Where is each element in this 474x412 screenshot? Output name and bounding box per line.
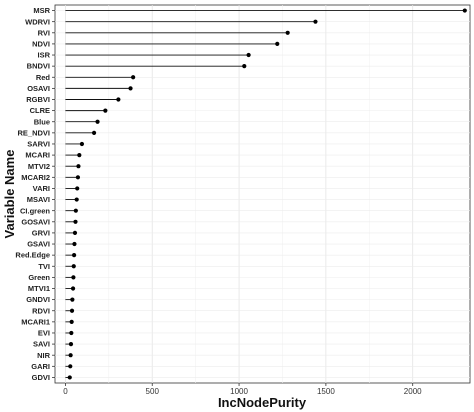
y-tick-label: GSAVI xyxy=(27,240,50,249)
y-tick-label: RDVI xyxy=(32,306,50,315)
lollipop-point xyxy=(242,64,247,69)
y-tick-label: OSAVI xyxy=(27,84,50,93)
y-tick-label: EVI xyxy=(38,329,50,338)
y-tick-label: CI.green xyxy=(20,206,50,215)
lollipop-point xyxy=(68,341,74,347)
y-tick-label: GRVI xyxy=(32,229,50,238)
y-tick-label: VARI xyxy=(33,184,50,193)
y-tick-label: Red.Edge xyxy=(15,251,50,260)
y-tick-label: SAVI xyxy=(33,340,50,349)
y-tick-label: TVI xyxy=(38,262,50,271)
lollipop-point xyxy=(69,330,74,336)
y-tick-label: MSR xyxy=(33,6,50,15)
lollipop-point xyxy=(74,197,79,202)
y-tick-label: MTVI2 xyxy=(28,162,50,171)
y-tick-label: MCARI2 xyxy=(21,173,50,182)
y-tick-label: NDVI xyxy=(32,40,50,49)
lollipop-point xyxy=(72,241,77,247)
lollipop-point xyxy=(75,186,80,191)
lollipop-point xyxy=(246,52,251,58)
y-tick-label: GDVI xyxy=(32,373,50,382)
y-tick-label: NIR xyxy=(37,351,51,360)
x-tick-labels: 0 500 1000 1500 2000 xyxy=(63,383,422,396)
lollipop-point xyxy=(116,97,121,102)
y-tick-label: Blue xyxy=(34,117,50,126)
y-tick-label: ISR xyxy=(37,51,50,60)
x-tick-label: 500 xyxy=(146,387,160,396)
lollipop-point xyxy=(69,319,74,324)
y-tick-label: CLRE xyxy=(30,106,50,115)
y-tick-label: RGBVI xyxy=(26,95,50,104)
x-axis-title: IncNodePurity xyxy=(218,395,307,410)
lollipop-point xyxy=(128,86,133,91)
lollipop-point xyxy=(313,19,318,24)
lollipop-point xyxy=(71,264,76,269)
lollipop-point xyxy=(67,375,72,380)
y-tick-label: Red xyxy=(36,73,51,82)
lollipop-point xyxy=(462,8,467,13)
y-tick-label: WDRVI xyxy=(25,17,50,26)
y-tick-label: Green xyxy=(28,273,50,282)
lollipop-point xyxy=(75,175,81,180)
y-tick-label: MSAVI xyxy=(27,195,50,204)
lollipop-point xyxy=(91,130,97,135)
lollipop-point xyxy=(72,230,78,236)
lollipop-point xyxy=(79,141,85,147)
y-axis-title: Variable Name xyxy=(2,150,17,239)
y-tick-label: MCARI xyxy=(25,151,50,160)
lollipop-point xyxy=(70,297,75,302)
y-tick-label: MCARI1 xyxy=(21,317,50,326)
x-tick-label: 0 xyxy=(63,387,68,396)
lollipop-point xyxy=(76,164,81,169)
lollipop-point xyxy=(71,275,76,280)
lollipop-point xyxy=(68,353,73,358)
lollipop-point xyxy=(70,286,76,291)
lollipop-point xyxy=(68,364,73,369)
lollipop-point xyxy=(77,152,82,158)
y-tick-label: MTVI1 xyxy=(28,284,50,293)
y-tick-label: RVI xyxy=(38,28,50,37)
lollipop-point xyxy=(72,253,77,258)
lollipop-point xyxy=(131,75,136,80)
lollipop-point xyxy=(103,108,108,113)
lollipop-point xyxy=(73,208,78,213)
y-tick-labels: MSR WDRVI RVI NDVI ISR BNDVI Red OSAVI RGBVI CLRE… xyxy=(15,6,55,382)
y-tick-label: BNDVI xyxy=(27,62,50,71)
plot-panel xyxy=(54,4,471,384)
lollipop-point xyxy=(69,308,75,313)
y-tick-label: GARI xyxy=(31,362,50,371)
lollipop-point xyxy=(73,219,78,224)
y-tick-label: GOSAVI xyxy=(21,217,50,226)
y-tick-label: GNDVI xyxy=(26,295,50,304)
lollipop-point xyxy=(275,41,280,47)
x-tick-label: 1000 xyxy=(230,387,248,396)
y-tick-label: SARVI xyxy=(27,140,50,149)
lollipop-point xyxy=(285,30,290,35)
x-tick-label: 1500 xyxy=(317,387,335,396)
lollipop-point xyxy=(95,119,100,124)
y-tick-label: RE_NDVI xyxy=(17,128,50,137)
x-tick-label: 2000 xyxy=(404,387,422,396)
mark-layer xyxy=(65,8,467,380)
